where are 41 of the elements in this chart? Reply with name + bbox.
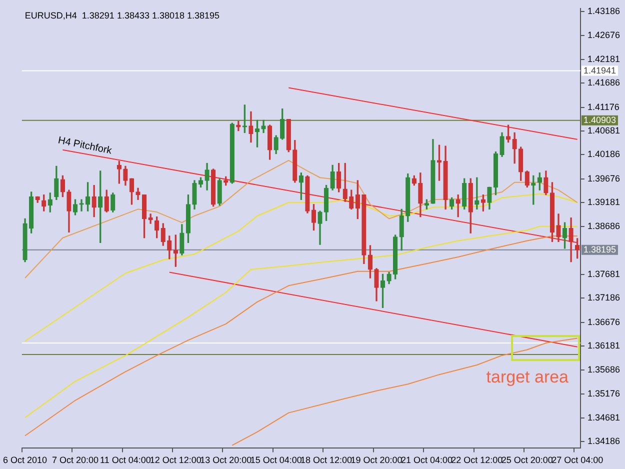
x-tick-label: 7 Oct 20:00	[52, 455, 99, 466]
x-tick-label: 12 Oct 12:00	[150, 455, 202, 466]
ref-line-label: 1.38195	[583, 244, 616, 254]
y-tick-label: 1.34681	[587, 412, 620, 422]
candlestick	[568, 217, 574, 262]
x-tick-label: 13 Oct 20:00	[200, 455, 252, 466]
x-tick-label: 15 Oct 04:00	[250, 455, 302, 466]
y-tick-label: 1.39181	[587, 197, 620, 208]
y-tick-label: 1.37681	[587, 268, 620, 279]
x-tick-label: 19 Oct 20:00	[350, 455, 402, 466]
y-tick-label: 1.40681	[587, 126, 620, 136]
y-tick-label: 1.43186	[587, 6, 620, 16]
x-tick-label: 18 Oct 12:00	[300, 455, 352, 466]
candlestick	[248, 111, 254, 143]
y-tick-label: 1.36676	[587, 316, 620, 327]
chart-title: EURUSD,H4 1.38291 1.38433 1.38018 1.38195	[24, 10, 220, 20]
y-tick-label: 1.37186	[587, 292, 620, 303]
ref-line-label: 1.41941	[583, 65, 616, 76]
x-tick-label: 22 Oct 12:00	[451, 455, 503, 466]
ref-line-label: 1.40903	[583, 114, 616, 125]
x-tick-label: 6 Oct 2010	[3, 455, 48, 466]
annotation: target area	[486, 368, 570, 387]
y-tick-label: 1.38686	[587, 220, 620, 231]
y-tick-label: 1.42181	[587, 54, 620, 64]
annotation: H4 Pitchfork	[57, 135, 114, 157]
y-tick-label: 1.41176	[587, 102, 620, 112]
candlestick	[318, 210, 322, 245]
x-tick-label: 27 Oct 04:00	[552, 455, 604, 466]
x-tick-label: 21 Oct 04:00	[400, 455, 452, 466]
candlestick	[512, 132, 517, 164]
x-tick-label: 11 Oct 04:00	[100, 455, 151, 466]
y-tick-label: 1.41686	[587, 77, 620, 88]
candlestick	[92, 184, 96, 218]
y-tick-label: 1.35176	[587, 388, 620, 399]
y-tick-label: 1.34186	[587, 436, 620, 446]
y-tick-label: 1.42676	[587, 30, 620, 40]
y-tick-label: 1.40186	[587, 149, 620, 160]
x-tick-label: 25 Oct 20:00	[501, 455, 553, 466]
y-tick-label: 1.39676	[587, 174, 620, 184]
y-tick-label: 1.36181	[587, 340, 620, 351]
y-tick-label: 1.35686	[587, 364, 620, 374]
